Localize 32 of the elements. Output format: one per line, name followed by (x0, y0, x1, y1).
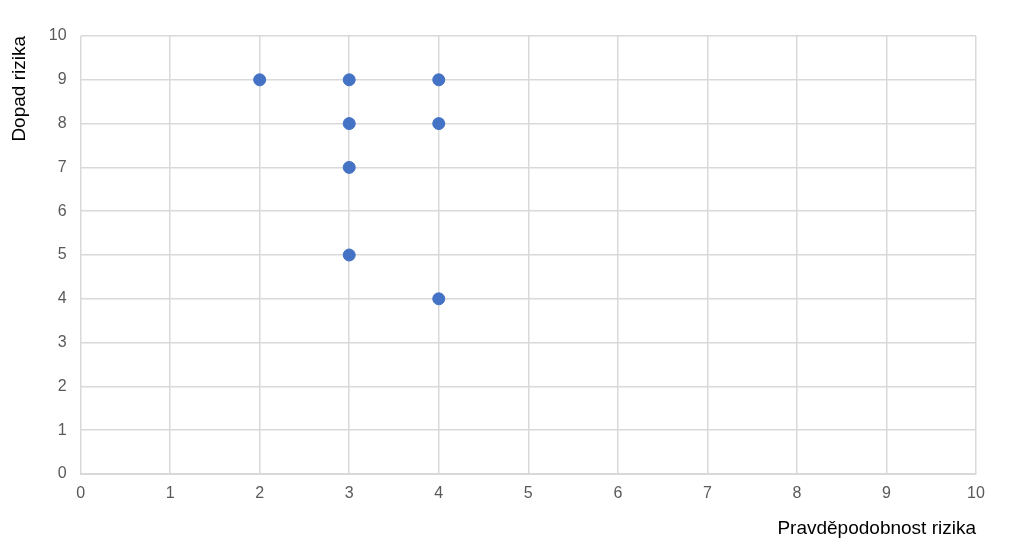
point (342, 160, 356, 174)
x-tick-label: 3 (344, 484, 354, 502)
point (432, 117, 446, 131)
x-tick-label: 4 (434, 484, 444, 502)
x-tick-label: 6 (613, 484, 623, 502)
y-tick-label: 3 (57, 333, 67, 351)
y-tick-label: 1 (57, 420, 67, 438)
y-tick-label: 5 (57, 245, 67, 263)
x-tick-label: 0 (76, 484, 86, 502)
y-tick-label: 10 (48, 26, 67, 44)
y-tick-label: 2 (57, 376, 67, 394)
x-tick-label: 1 (165, 484, 175, 502)
y-tick-label: 7 (57, 157, 67, 175)
y-tick-label: 8 (57, 114, 67, 132)
x-tick-label: 5 (523, 484, 533, 502)
point (432, 292, 446, 306)
y-axis-title: Dopad rizika (7, 35, 29, 142)
point (253, 73, 267, 87)
point (342, 73, 356, 87)
y-tick-label: 6 (57, 201, 67, 219)
y-tick-label: 4 (57, 289, 67, 307)
x-tick-label: 10 (967, 484, 985, 502)
point (342, 248, 356, 262)
y-tick-label: 0 (57, 464, 67, 482)
x-tick-label: 2 (255, 484, 265, 502)
x-axis-title: Pravděpodobnost rizika (777, 516, 977, 538)
y-tick-label: 9 (57, 70, 67, 88)
x-tick-label: 7 (702, 484, 712, 502)
point (342, 117, 356, 131)
x-tick-label: 8 (792, 484, 802, 502)
x-tick-label: 9 (882, 484, 892, 502)
point (432, 73, 446, 87)
